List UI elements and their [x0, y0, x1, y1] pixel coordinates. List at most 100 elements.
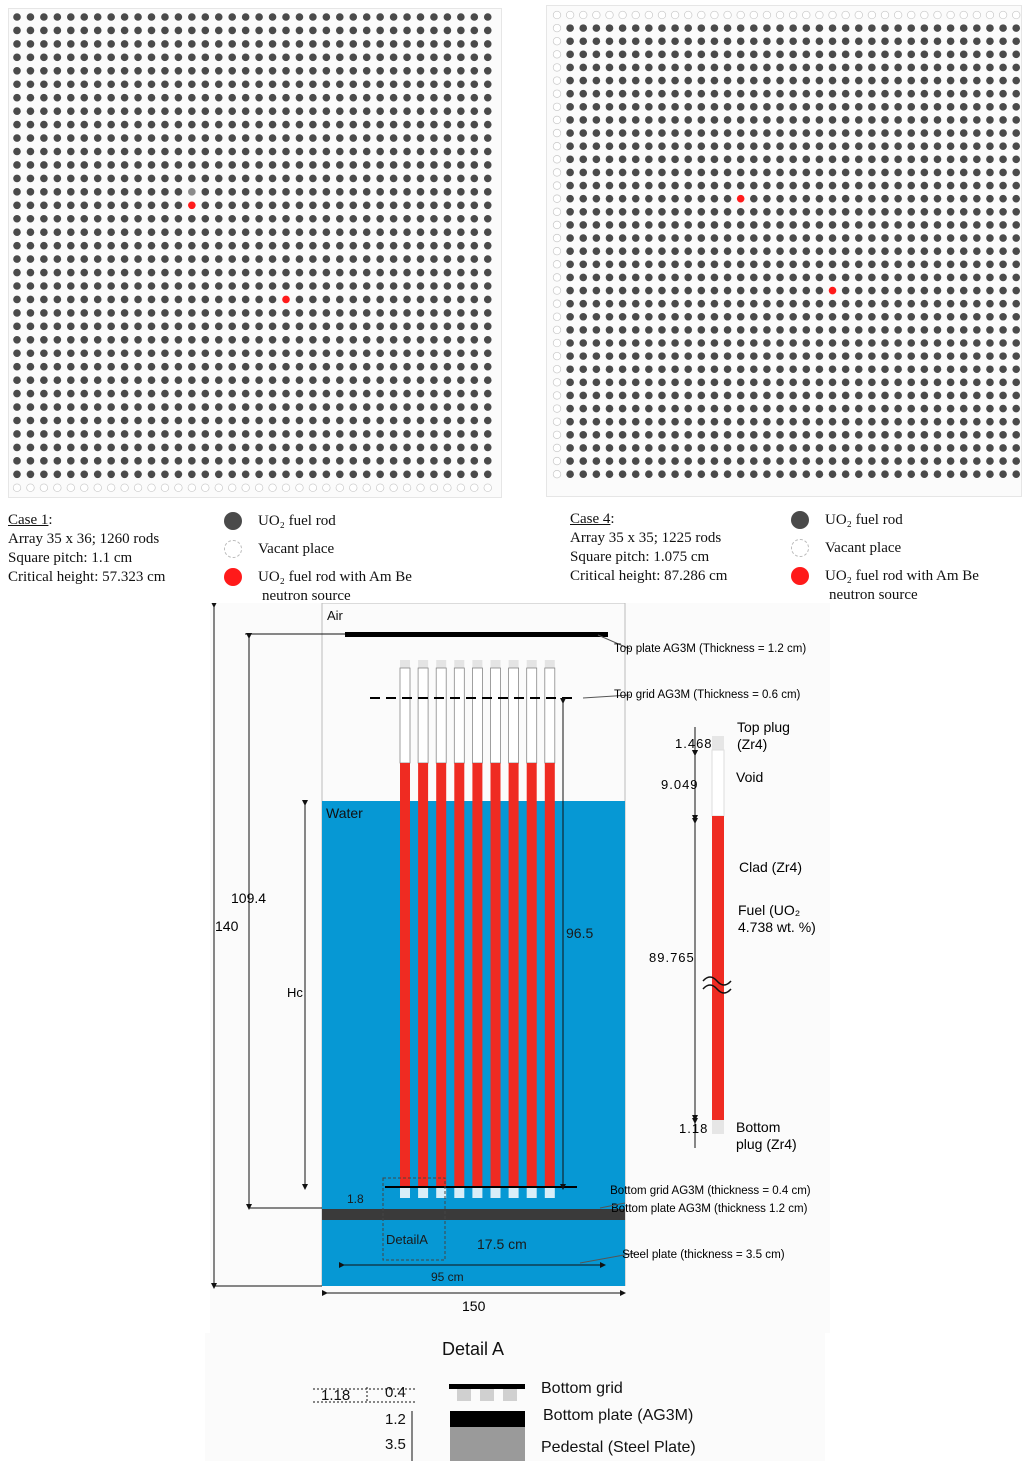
case4-fuel-rod	[868, 181, 876, 190]
case4-vacant-place	[631, 10, 640, 20]
case4-fuel-rod	[973, 24, 981, 32]
case4-fuel-rod	[618, 312, 627, 321]
case4-fuel-rod	[579, 365, 588, 374]
case4-fuel-rod	[841, 444, 850, 452]
detail-bottom-plate	[450, 1411, 525, 1427]
case1-fuel-rod	[430, 457, 438, 465]
case4-fuel-rod	[841, 194, 850, 203]
case4-fuel-rod	[776, 208, 784, 216]
case4-fuel-rod	[592, 391, 601, 400]
case1-fuel-rod	[120, 13, 129, 21]
case4-fuel-rod	[566, 63, 574, 72]
case4-fuel-rod	[750, 444, 758, 452]
case1-fuel-rod	[93, 362, 102, 371]
case1-fuel-rod	[483, 188, 492, 196]
case1-fuel-rod	[188, 336, 196, 344]
case4-fuel-rod	[697, 76, 706, 85]
case4-fuel-rod	[631, 221, 640, 229]
case4-fuel-rod	[789, 417, 797, 426]
case1-fuel-rod	[214, 80, 223, 89]
case4-fuel-rod	[631, 234, 640, 242]
case4-fuel-rod	[684, 234, 692, 242]
bottom-plug-label: plug (Zr4)	[736, 1136, 797, 1152]
case4-fuel-rod	[1012, 234, 1020, 242]
case4-fuel-rod	[605, 470, 614, 479]
case1-fuel-rod	[80, 228, 89, 236]
case1-fuel-rod	[295, 362, 304, 371]
case4-fuel-rod	[763, 181, 771, 190]
case1-fuel-rod	[362, 403, 371, 411]
case1-fuel-rod	[134, 134, 142, 142]
case1-fuel-rod	[147, 174, 156, 183]
case1-fuel-rod	[416, 40, 425, 48]
case4-fuel-rod	[815, 260, 824, 269]
case4-fuel-rod	[907, 208, 916, 216]
case1-fuel-rod	[174, 403, 183, 411]
case4-fuel-rod	[592, 24, 601, 32]
case1-fuel-rod	[336, 362, 344, 371]
case1-fuel-rod	[201, 403, 210, 411]
case1-fuel-rod	[470, 282, 479, 290]
case1-fuel-rod	[443, 201, 452, 210]
case4-fuel-rod	[828, 470, 837, 479]
case4-fuel-rod	[658, 155, 666, 164]
case4-fuel-rod	[1012, 181, 1020, 190]
case4-vacant-place	[552, 417, 562, 426]
case4-fuel-rod	[1012, 63, 1020, 72]
case4-fuel-rod	[986, 457, 994, 465]
case1-fuel-rod	[188, 430, 196, 438]
case4-fuel-rod	[999, 155, 1007, 164]
case4-fuel-rod	[933, 89, 942, 98]
case1-fuel-rod	[457, 53, 465, 62]
case4-fuel-rod	[658, 181, 666, 190]
case4-title: Case 4	[570, 511, 611, 527]
case4-fuel-rod	[973, 50, 981, 59]
case4-fuel-rod	[907, 431, 916, 439]
case1-fuel-rod	[336, 201, 344, 210]
case4-vacant-place	[579, 10, 588, 20]
case1-fuel-rod	[134, 241, 142, 250]
case4-fuel-rod	[907, 378, 916, 387]
case4-fuel-rod	[579, 378, 588, 387]
case4-source-rod	[736, 194, 745, 203]
case1-fuel-rod	[241, 362, 250, 371]
case4-fuel-rod	[697, 129, 706, 137]
case1-fuel-rod	[214, 349, 223, 358]
case1-fuel-rod	[53, 295, 62, 304]
case1-fuel-rod	[134, 295, 142, 304]
case4-fuel-rod	[973, 457, 981, 465]
case1-fuel-rod	[107, 295, 115, 304]
case4-fuel-rod	[697, 37, 706, 46]
case4-fuel-rod	[894, 326, 902, 334]
case1-fuel-rod	[80, 174, 89, 183]
case1-fuel-rod	[174, 174, 183, 183]
case1-fuel-rod	[376, 241, 384, 250]
case4-fuel-rod	[736, 24, 745, 32]
case1-array: Array 35 x 36; 1260 rods	[8, 531, 160, 547]
case1-fuel-rod	[376, 295, 384, 304]
case4-fuel-rod	[684, 76, 692, 85]
case4-fuel-rod	[579, 89, 588, 98]
case4-fuel-rod	[658, 234, 666, 242]
case4-fuel-rod	[959, 37, 968, 46]
case1-fuel-rod	[13, 93, 21, 102]
case4-vacant-place	[552, 63, 562, 72]
case1-fuel-rod	[322, 376, 331, 384]
case4-fuel-rod	[723, 312, 732, 321]
detail-value-12: 1.2	[385, 1411, 406, 1428]
case4-fuel-rod	[763, 37, 771, 46]
case4-fuel-rod	[920, 50, 929, 59]
case4-vacant-place	[880, 10, 890, 20]
case4-fuel-rod	[579, 37, 588, 46]
case4-fuel-rod	[999, 142, 1007, 150]
case4-fuel-rod	[736, 129, 745, 137]
case4-fuel-rod	[684, 378, 692, 387]
case4-fuel-rod	[881, 260, 889, 269]
case4-fuel-rod	[907, 326, 916, 334]
case4-fuel-rod	[920, 391, 929, 400]
case1-fuel-rod	[403, 53, 411, 62]
case1-fuel-rod	[147, 389, 156, 398]
case4-pitch: Square pitch: 1.075 cm	[570, 549, 710, 565]
case1-fuel-rod	[376, 93, 384, 102]
detail-a-label: DetailA	[386, 1232, 428, 1247]
